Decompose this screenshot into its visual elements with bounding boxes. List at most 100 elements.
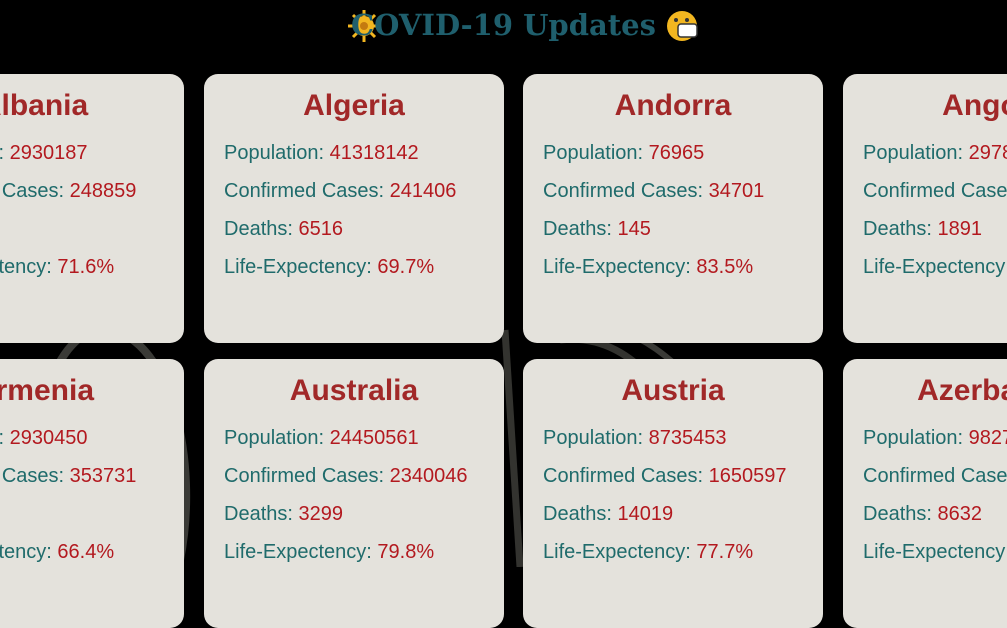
stat-label: Life-Expectency: [863,256,1007,278]
stat-row: Confirmed Cases: 2340046 [224,457,484,495]
stat-label: Life-Expectency: [863,541,1007,563]
stat-value: 2978 [968,142,1007,164]
stat-label: Confirmed Cases: [863,465,1007,487]
stat-row: Deaths: 3299 [224,495,484,533]
country-name: Australia [289,374,419,407]
stat-value: 12 [0,218,1,240]
country-name: Albania [0,89,89,122]
stat-row: Life-Expectency: 77.7% [543,533,803,571]
stat-label: Life-Expectency: [543,541,691,563]
stat-row: Confirmed Cases: 1650597 [543,457,803,495]
stat-value: 41318142 [329,142,419,164]
stat-value: 9827 [968,427,1007,449]
stat-row: Life-Expectency: 66.4% [0,533,164,571]
country-card: Austria Population: 8735453 Confirmed Case… [523,359,823,628]
header-icons [348,10,698,42]
stat-value: 76965 [648,142,705,164]
stat-value: 353731 [69,465,137,487]
stat-row: Confirmed Cases: 248859 [0,172,164,210]
page-title: COVID-19 Updates [351,8,656,42]
stat-row: Deaths: 1891 [863,210,1007,248]
stat-value: 14019 [617,503,674,525]
country-card: Armenia Population: 2930450 Confirmed Case… [0,359,184,628]
stat-label: Confirmed Cases: [0,465,65,487]
stat-row: Population: 24450561 [224,419,484,457]
stat-row: Population: 2978 [863,134,1007,172]
page: {"header": {"title": "COVID-19 Updates"}… [0,8,1007,628]
stat-row: Life-Expectency: [863,533,1007,571]
stat-row: Deaths: 145 [543,210,803,248]
stat-label: Deaths: [863,218,932,240]
stat-row: Confirmed Cases: 241406 [224,172,484,210]
stat-row: Population: 8735453 [543,419,803,457]
stat-value: 8632 [937,503,983,525]
country-name: Azerbaijan [917,374,1007,407]
stat-row: Population: 76965 [543,134,803,172]
stat-label: Population: [543,142,644,164]
stat-label: Deaths: [224,218,293,240]
stat-value: 66.4% [57,541,115,563]
stat-label: Population: [543,427,644,449]
stat-row: Population: 9827 [863,419,1007,457]
country-card: AlbaniaPopulation: 2930187Confirmed Case… [0,74,184,343]
stat-row: Life-Expectency: [863,248,1007,286]
stat-value: 1891 [937,218,983,240]
stat-value: 77.7% [696,541,754,563]
stat-row: Confirmed Cases: 353731 [0,457,164,495]
stat-label: Population: [863,142,964,164]
stat-label: Confirmed Cases: [224,180,385,202]
stat-row: Population: 41318142 [224,134,484,172]
stat-value: 248859 [69,180,137,202]
stat-label: Population: [0,142,4,164]
stat-row: Deaths: 6516 [224,210,484,248]
stat-label: Population: [0,427,4,449]
stat-label: Life-Expectency: [224,541,372,563]
stat-label: Confirmed Cases: [543,465,704,487]
page-body: COVID-19 Updates Albania Population: 2930… [0,8,1007,628]
stat-value: 32 [0,503,1,525]
stat-value: 2930450 [9,427,88,449]
stat-label: Confirmed Cases: [0,180,65,202]
country-name: Andorra [614,89,732,122]
stat-row: Life-Expectency: 83.5% [543,248,803,286]
stat-row: Deaths: 14019 [543,495,803,533]
country-name: Armenia [0,374,95,407]
country-card: Andorra Population: 76965 Confirmed Cases:… [523,74,823,343]
stat-value: 2340046 [389,465,468,487]
country-name: Austria [621,374,725,407]
stat-row: Life-Expectency: 69.7% [224,248,484,286]
stat-label: Population: [224,142,325,164]
stat-value: 145 [617,218,651,240]
stat-value: 69.7% [377,256,435,278]
stat-label: Deaths: [224,503,293,525]
stat-label: Confirmed Cases: [224,465,385,487]
stat-value: 71.6% [57,256,115,278]
stat-row: Confirmed Cases: 34701 [543,172,803,210]
stat-row: Deaths: 32 [0,495,164,533]
stat-row: Confirmed Cases: [863,457,1007,495]
stat-value: 79.8% [377,541,435,563]
stat-row: Population: 2930187 [0,134,164,172]
stat-value: 6516 [298,218,344,240]
stat-label: Confirmed Cases: [543,180,704,202]
stat-value: 8735453 [648,427,727,449]
stat-row: Life-Expectency: 79.8% [224,533,484,571]
stat-value: 2930187 [9,142,88,164]
stat-label: Life-Expectency: [543,256,691,278]
stat-value: 241406 [389,180,457,202]
stat-value: 1650597 [708,465,787,487]
stat-label: Population: [863,427,964,449]
stat-label: Deaths: [863,503,932,525]
stat-label: Life-Expectency: [0,256,52,278]
country-card: Angola Population: 2978 Confirmed Cases: De… [843,74,1007,343]
country-card: Azerbaijan Population: 9827 Confirmed Case… [843,359,1007,628]
stat-row: Life-Expectency: 71.6% [0,248,164,286]
stat-value: 34701 [708,180,765,202]
stat-label: Confirmed Cases: [863,180,1007,202]
country-card: Algeria Population: 41318142 Confirmed Cas… [204,74,504,343]
stat-row: Confirmed Cases: [863,172,1007,210]
stat-row: Deaths: 12 [0,210,164,248]
stat-value: 24450561 [329,427,419,449]
stat-label: Life-Expectency: [0,541,52,563]
stat-label: Deaths: [543,503,612,525]
